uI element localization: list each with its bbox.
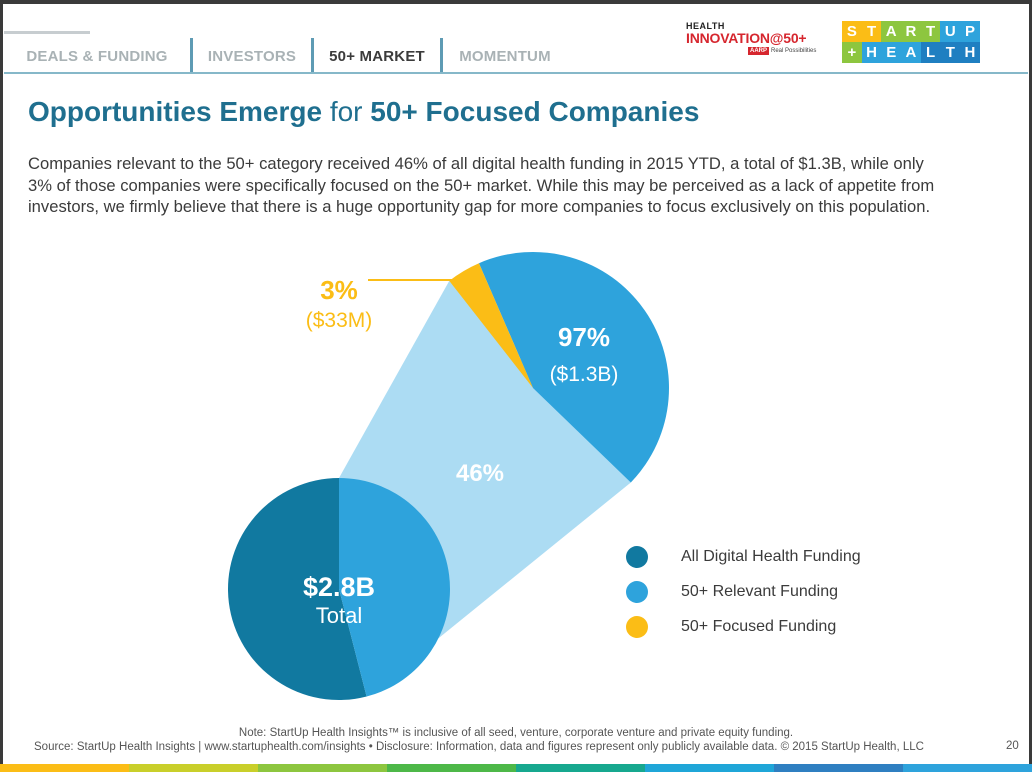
aarp-badge: AARP	[748, 47, 770, 55]
title-part-opportunities: Opportunities Emerge	[28, 96, 323, 127]
legend-label: All Digital Health Funding	[681, 547, 861, 565]
relevant-share-percent-label: 46%	[456, 460, 504, 487]
logo-letter-cell: T	[940, 42, 961, 63]
title-part-for: for	[322, 96, 371, 127]
title-part-companies: 50+ Focused Companies	[370, 96, 700, 127]
intro-paragraph: Companies relevant to the 50+ category r…	[28, 154, 935, 216]
tab-50-market[interactable]: 50+ MARKET	[329, 47, 425, 65]
relevant-value-label: ($1.3B)	[550, 363, 619, 386]
page-number: 20	[1006, 740, 1019, 752]
tab-underline-rule	[4, 72, 1028, 74]
focused-value-label: ($33M)	[306, 309, 373, 332]
tab-deals-funding[interactable]: DEALS & FUNDING	[26, 47, 168, 65]
pie-slice-50-focused	[449, 263, 533, 388]
logo-line-innovation: INNOVATION@50+	[686, 30, 807, 46]
logo-letter-cell: A	[881, 21, 902, 42]
tab-investors[interactable]: INVESTORS	[207, 47, 297, 65]
pie-slice-50-relevant	[478, 252, 669, 483]
aarp-lockup: AARP Real Possibilities	[748, 47, 826, 55]
legend-swatch-yellow	[626, 615, 648, 638]
logo-letter-cell: S	[842, 21, 862, 42]
total-value-label: $2.8B	[303, 572, 375, 602]
section-tabs: DEALS & FUNDING INVESTORS 50+ MARKET MOM…	[4, 38, 567, 74]
stripe-segment	[129, 764, 258, 772]
stripe-segment	[0, 764, 129, 772]
stripe-segment	[387, 764, 516, 772]
stripe-segment	[774, 764, 903, 772]
logo-letter-cell: H	[960, 42, 980, 63]
legend-swatch-mid-blue	[626, 580, 648, 603]
legend-label: 50+ Relevant Funding	[681, 582, 838, 600]
logo-letter-cell: P	[960, 21, 980, 42]
logo-letter-cell: U	[940, 21, 961, 42]
right-frame-border	[1029, 0, 1032, 772]
logo-row-health: + H E A L T H	[842, 42, 1000, 63]
tab-momentum[interactable]: MOMENTUM	[459, 47, 551, 65]
logo-letter-cell: R	[901, 21, 921, 42]
pie-slice-50-relevant-share	[339, 478, 451, 697]
tab-separator	[190, 38, 193, 74]
logo-letter-cell: H	[861, 42, 882, 63]
chart-legend: All Digital Health Funding 50+ Relevant …	[626, 539, 861, 644]
page-title: Opportunities Emerge for 50+ Focused Com…	[28, 96, 699, 128]
total-sublabel: Total	[316, 603, 362, 628]
legend-item-50-focused: 50+ Focused Funding	[626, 609, 861, 644]
logo-letter-cell: +	[842, 42, 862, 63]
legend-item-50-relevant: 50+ Relevant Funding	[626, 574, 861, 609]
focused-percent-label: 3%	[320, 275, 358, 305]
stripe-segment	[903, 764, 1032, 772]
health-innovation-logo: HEALTH INNOVATION@50+ AARP Real Possibil…	[686, 21, 826, 63]
tab-separator	[311, 38, 314, 74]
logo-letter-cell: T	[920, 21, 941, 42]
tab-separator	[440, 38, 443, 74]
color-stripe-bar	[0, 764, 1032, 772]
footer-note: Note: StartUp Health Insights™ is inclus…	[238, 727, 794, 739]
logo-letter-cell: T	[861, 21, 882, 42]
aarp-tagline: Real Possibilities	[771, 48, 817, 54]
logo-letter-cell: E	[881, 42, 902, 63]
legend-label: 50+ Focused Funding	[681, 617, 837, 635]
footer-source: Source: StartUp Health Insights | www.st…	[34, 741, 924, 753]
stripe-segment	[516, 764, 645, 772]
relevant-percent-label: 97%	[558, 322, 610, 352]
stripe-segment	[258, 764, 387, 772]
legend-item-all-digital: All Digital Health Funding	[626, 539, 861, 574]
pie-slice-all-digital	[228, 478, 367, 700]
logo-letter-cell: A	[901, 42, 921, 63]
stripe-segment	[645, 764, 774, 772]
legend-swatch-dark-blue	[626, 545, 648, 568]
logo-letter-cell: L	[920, 42, 941, 63]
logo-line-health: HEALTH	[686, 21, 725, 31]
top-frame-border	[0, 0, 1032, 4]
left-frame-border	[0, 0, 3, 772]
tab-indicator-mark	[4, 31, 90, 34]
